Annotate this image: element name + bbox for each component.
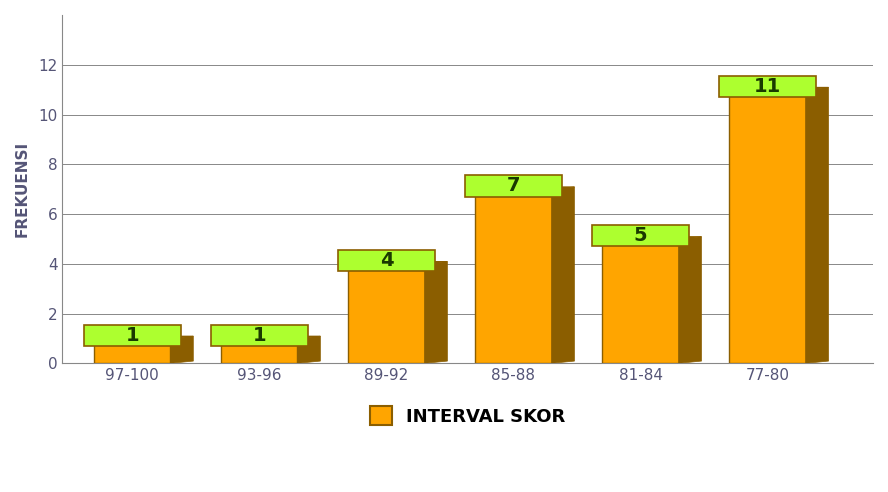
Polygon shape [729,88,829,90]
Polygon shape [678,237,702,363]
Polygon shape [805,88,829,363]
FancyBboxPatch shape [84,325,180,346]
Text: 4: 4 [379,251,393,270]
FancyBboxPatch shape [719,76,816,97]
Polygon shape [602,239,678,363]
Polygon shape [221,338,297,363]
Text: 5: 5 [634,226,647,245]
Polygon shape [475,189,551,363]
FancyBboxPatch shape [338,250,435,271]
Polygon shape [729,90,805,363]
Text: 1: 1 [252,326,266,345]
FancyBboxPatch shape [592,225,689,246]
Polygon shape [94,336,194,338]
Text: 1: 1 [125,326,139,345]
Polygon shape [602,237,702,239]
Polygon shape [348,264,424,363]
Polygon shape [551,187,575,363]
Polygon shape [297,336,321,363]
Polygon shape [475,187,575,189]
Legend: INTERVAL SKOR: INTERVAL SKOR [365,401,571,431]
Polygon shape [348,262,448,264]
Polygon shape [424,262,448,363]
Polygon shape [221,336,321,338]
Y-axis label: FREKUENSI: FREKUENSI [15,141,30,237]
FancyBboxPatch shape [465,176,562,197]
Text: 7: 7 [507,177,520,195]
Polygon shape [170,336,194,363]
FancyBboxPatch shape [211,325,307,346]
Text: 11: 11 [754,77,781,96]
Polygon shape [94,338,170,363]
